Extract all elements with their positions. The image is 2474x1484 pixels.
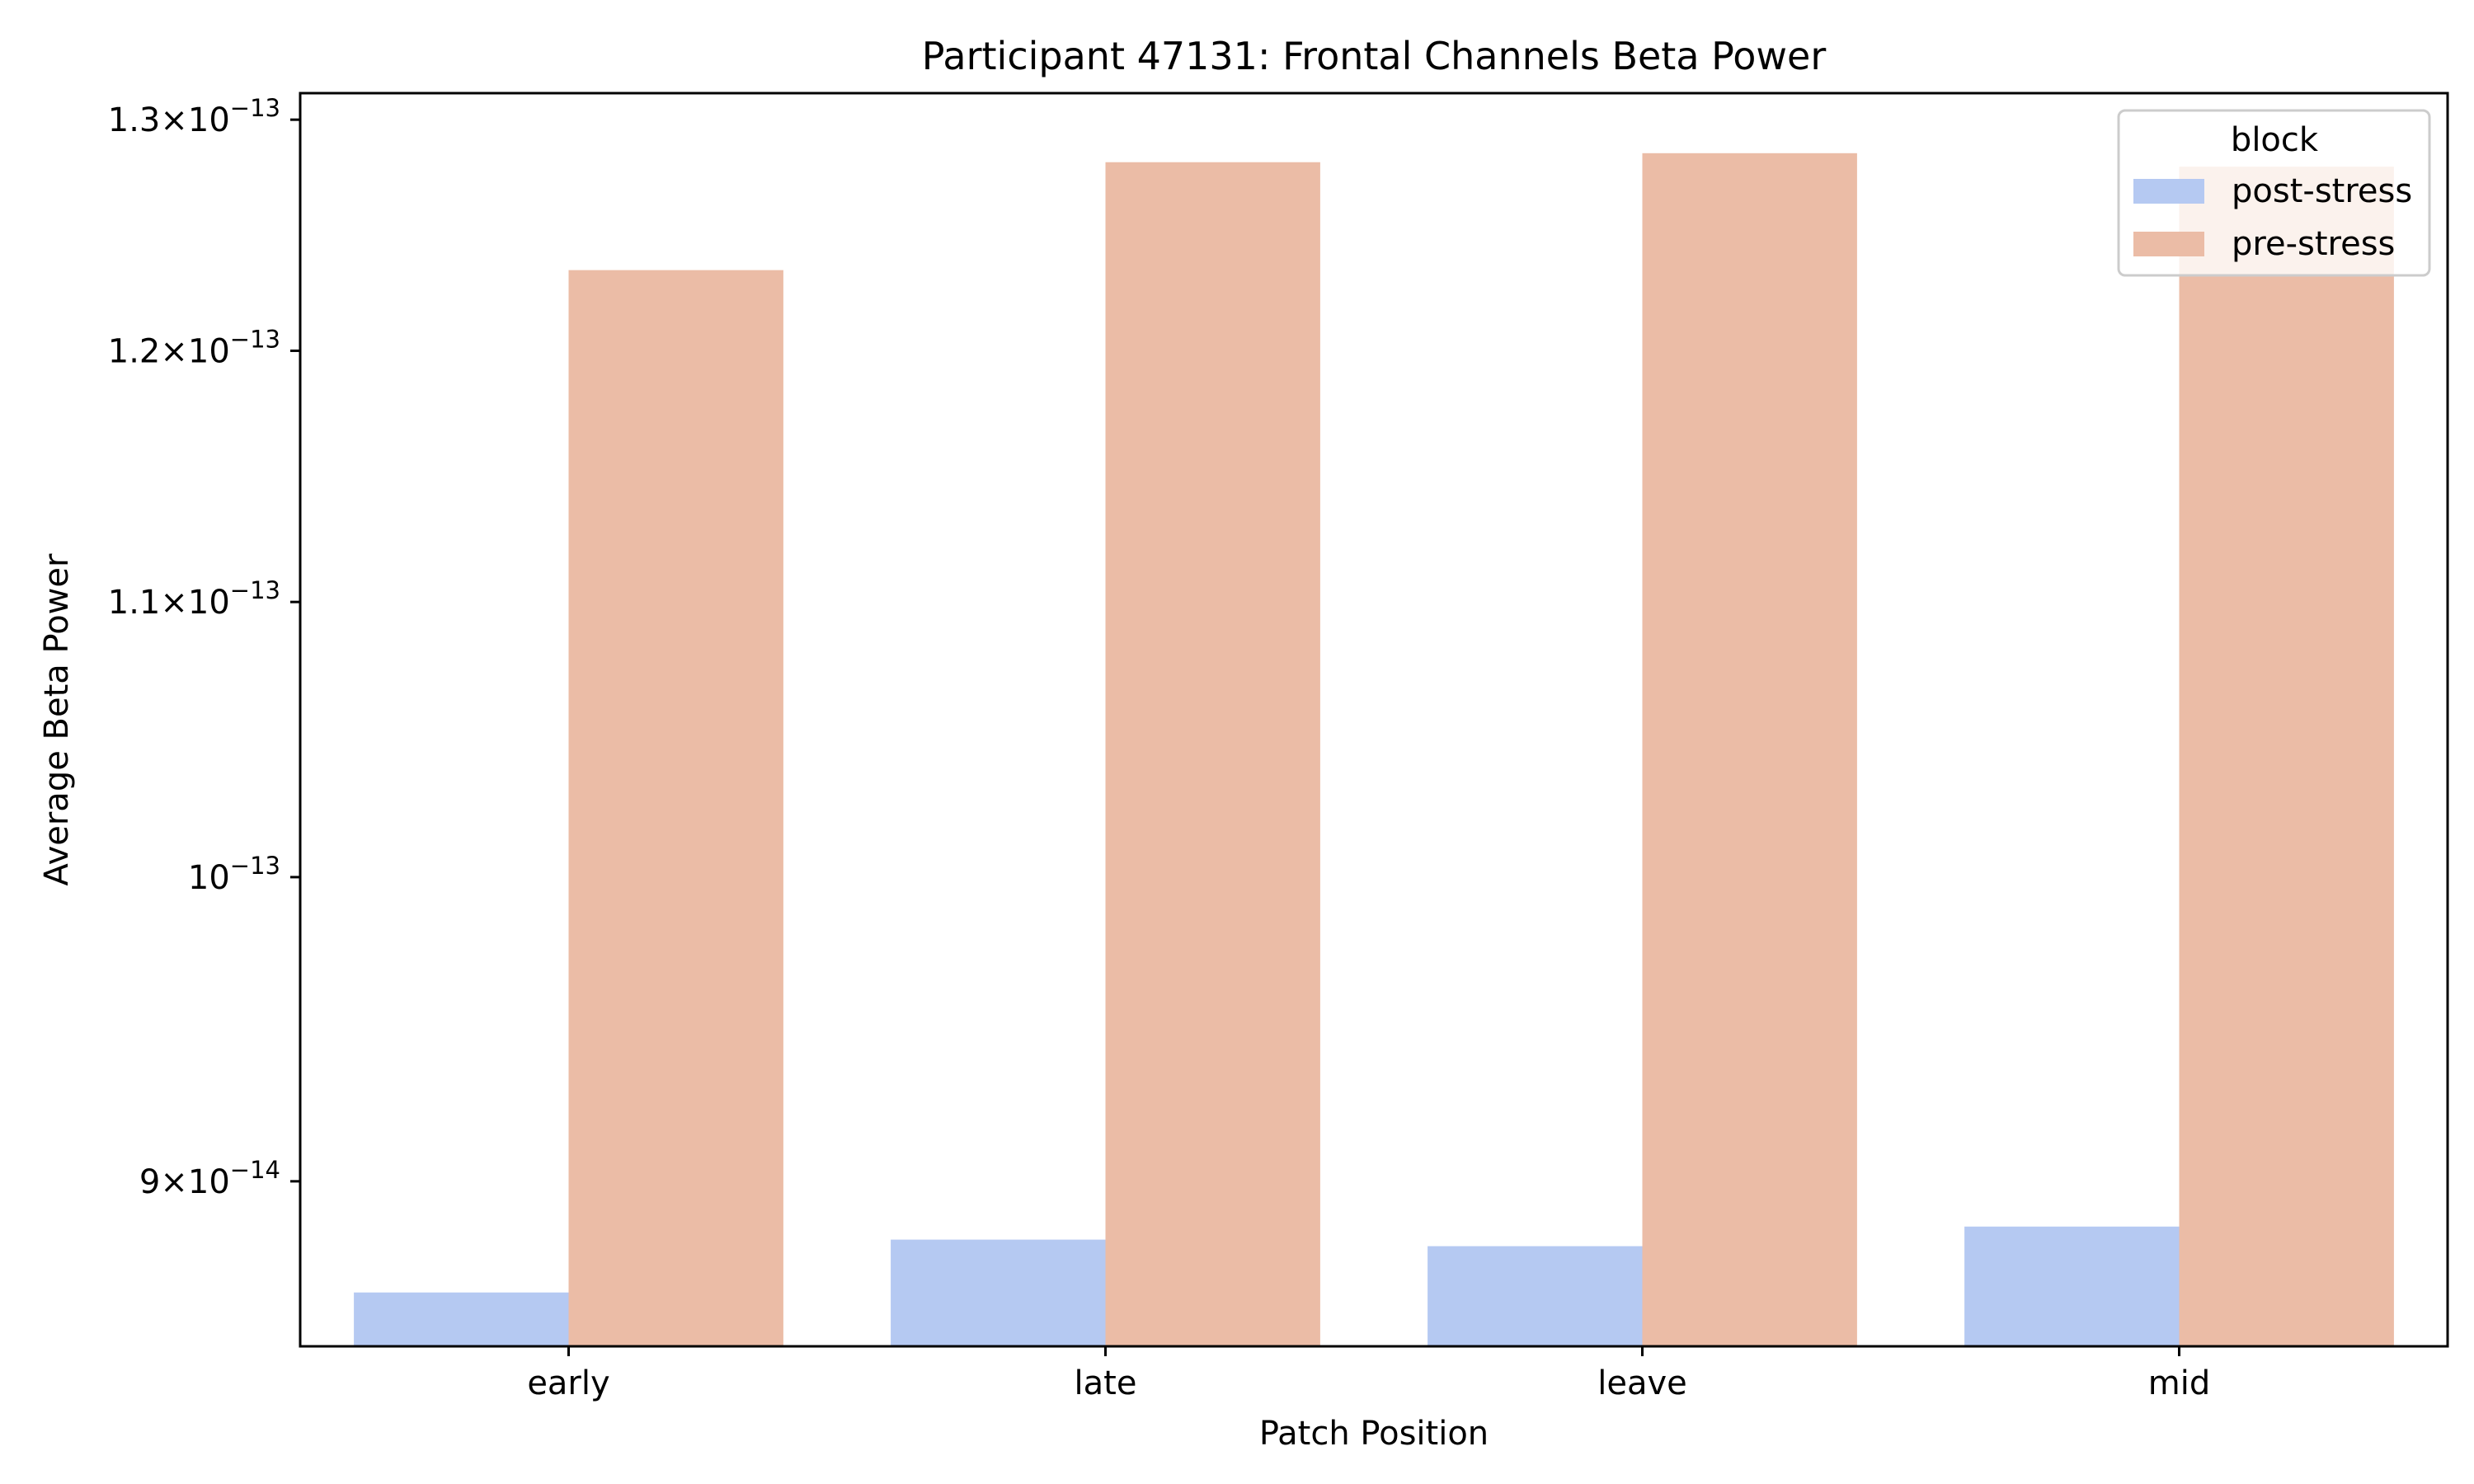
bar-post-stress-leave <box>1427 1246 1643 1346</box>
x-tick-label-mid: mid <box>2148 1364 2210 1402</box>
legend-items: post-stress pre-stress <box>2133 172 2412 263</box>
bar-pre-stress-mid <box>2179 167 2394 1347</box>
legend-label-pre-stress: pre-stress <box>2232 225 2395 263</box>
chart-title: Participant 47131: Frontal Channels Beta… <box>922 34 1827 78</box>
y-axis-ticks: 9×10−14 10−13 1.1×10−13 1.2×10−13 1.3×10−13 <box>108 94 300 1201</box>
bar-post-stress-early <box>354 1292 569 1346</box>
bar-pre-stress-early <box>568 270 783 1346</box>
bar-post-stress-late <box>891 1239 1106 1346</box>
legend-swatch-pre-stress <box>2133 232 2204 256</box>
legend: block post-stress pre-stress <box>2117 109 2431 277</box>
y-tick-label-0: 9×10−14 <box>139 1156 280 1201</box>
legend-title: block <box>2231 121 2319 159</box>
y-tick-label-2: 1.1×10−13 <box>108 576 280 622</box>
x-tick-label-late: late <box>1075 1364 1137 1402</box>
bar-post-stress-mid <box>1964 1226 2180 1346</box>
x-axis-label: Patch Position <box>1259 1415 1489 1453</box>
bar-pre-stress-leave <box>1642 153 1857 1346</box>
bar-pre-stress-late <box>1105 162 1320 1347</box>
plot-frame <box>299 92 2449 1348</box>
x-axis-ticks: early late leave mid <box>527 1346 2210 1402</box>
x-tick-label-leave: leave <box>1597 1364 1687 1402</box>
y-tick-label-1: 10−13 <box>188 852 280 897</box>
legend-swatch-post-stress <box>2133 179 2204 204</box>
legend-label-post-stress: post-stress <box>2232 172 2412 210</box>
y-axis-label: Average Beta Power <box>38 553 76 885</box>
bars-group <box>354 153 2394 1347</box>
y-tick-label-3: 1.2×10−13 <box>108 325 280 370</box>
x-tick-label-early: early <box>527 1364 609 1402</box>
y-tick-label-4: 1.3×10−13 <box>108 94 280 139</box>
